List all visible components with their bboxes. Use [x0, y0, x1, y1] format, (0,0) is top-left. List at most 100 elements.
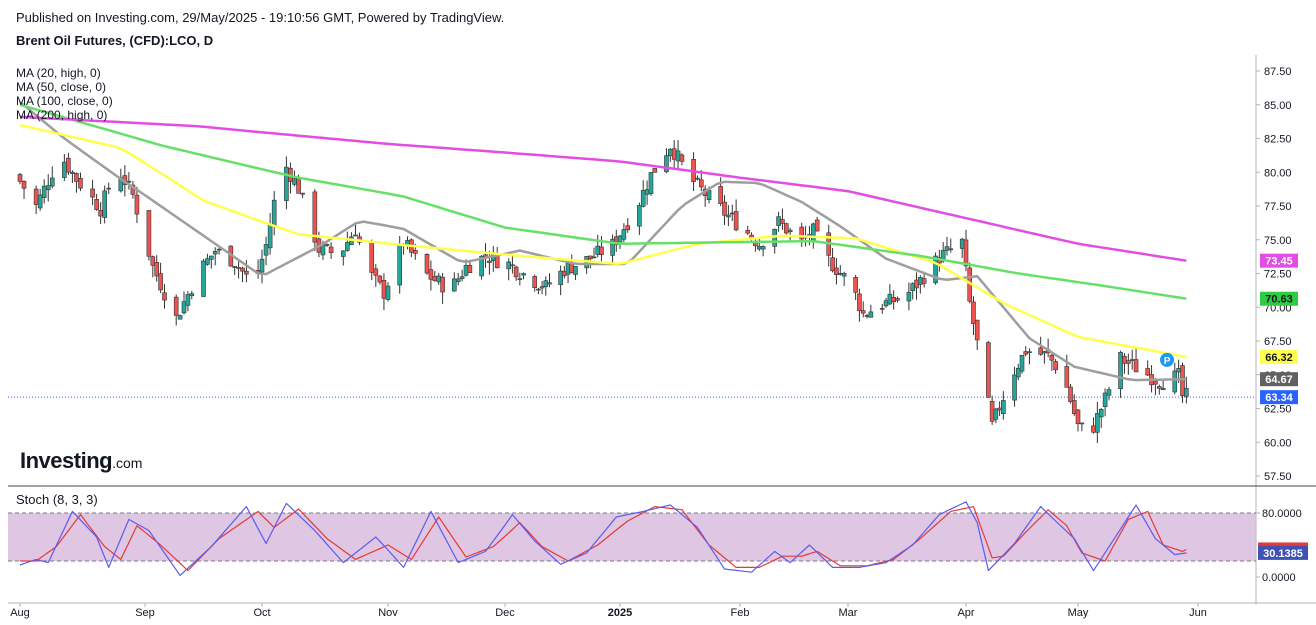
- candle-up: [177, 315, 183, 320]
- candle-down: [1156, 386, 1162, 389]
- candle-up: [726, 214, 731, 218]
- candle-up: [451, 278, 457, 292]
- candle-down: [997, 407, 1002, 411]
- candle-up: [887, 293, 893, 305]
- candle-up: [637, 205, 642, 227]
- candle-up: [944, 246, 950, 251]
- candle-up: [933, 255, 938, 284]
- published-caption: Published on Investing.com, 29/May/2025 …: [16, 10, 505, 25]
- price-value-badge: [1260, 372, 1298, 387]
- candle-down: [989, 400, 995, 422]
- price-tick-label: 75.00: [1264, 235, 1292, 247]
- candle-up: [216, 248, 222, 251]
- candle-up: [189, 293, 195, 296]
- candle-down: [599, 246, 604, 256]
- candle-down: [1180, 365, 1185, 397]
- time-tick-label: Apr: [957, 607, 974, 619]
- candle-up: [479, 255, 484, 277]
- candle-down: [312, 191, 318, 243]
- candle-up: [1019, 354, 1025, 372]
- ma-legend-item-100: MA (100, close, 0): [16, 94, 113, 108]
- candle-down: [536, 288, 541, 291]
- candle-up: [385, 285, 391, 300]
- candle-down: [860, 310, 866, 314]
- candle-down: [963, 239, 969, 267]
- candle-up: [810, 223, 816, 242]
- ma-legend-item-200: MA (200, high, 0): [16, 108, 108, 122]
- ma-legend: MA (20, high, 0) MA (50, close, 0) MA (1…: [16, 66, 113, 122]
- price-value-label: 73.45: [1265, 256, 1293, 268]
- price-value-label: 70.63: [1265, 294, 1293, 306]
- candle-down: [1079, 422, 1085, 425]
- dividend-marker-icon[interactable]: [1160, 352, 1175, 367]
- stoch-tick-label: 80.0000: [1262, 508, 1302, 520]
- candle-up: [565, 263, 571, 275]
- candle-up: [41, 185, 47, 198]
- price-value-label: 66.32: [1265, 352, 1293, 364]
- candle-up: [263, 244, 269, 256]
- candle-down: [373, 268, 379, 276]
- candle-down: [1075, 409, 1081, 425]
- price-value-badge: [1260, 253, 1298, 268]
- candle-down: [146, 210, 152, 257]
- candle-up: [1106, 389, 1112, 396]
- candle-up: [284, 166, 289, 201]
- candle-up: [292, 178, 297, 185]
- candle-up: [1172, 370, 1178, 393]
- candle-up: [640, 190, 646, 207]
- candle-down: [834, 267, 839, 276]
- candle-down: [1133, 359, 1139, 373]
- candle-down: [162, 292, 167, 301]
- candle-up: [455, 278, 461, 282]
- time-tick-label: Feb: [731, 607, 750, 619]
- candle-up: [1027, 351, 1032, 354]
- candle-down: [487, 260, 492, 263]
- candle-down: [33, 188, 39, 205]
- candle-down: [440, 276, 445, 293]
- ma-legend-item-20: MA (20, high, 0): [16, 66, 101, 80]
- candle-down: [539, 286, 545, 289]
- price-value-badge: [1260, 390, 1298, 405]
- candle-up: [209, 255, 214, 260]
- candle-up: [1098, 408, 1104, 418]
- price-tick-label: 82.50: [1264, 134, 1292, 146]
- time-tick-label: Mar: [839, 607, 858, 619]
- time-tick-label: Oct: [253, 607, 270, 619]
- candle-up: [1001, 400, 1006, 414]
- candle-down: [814, 219, 820, 232]
- candle-up: [756, 246, 762, 250]
- candle-down: [921, 278, 927, 284]
- candle-up: [610, 238, 615, 256]
- candle-up: [521, 273, 526, 276]
- candle-down: [588, 255, 593, 260]
- candle-up: [463, 265, 469, 276]
- stoch-d-line: [20, 506, 1187, 572]
- candle-up: [201, 260, 206, 297]
- candle-down: [1153, 380, 1158, 385]
- candle-down: [1023, 351, 1029, 355]
- candle-up: [271, 199, 277, 227]
- candle-up: [787, 229, 793, 233]
- price-tick-label: 67.50: [1264, 336, 1292, 348]
- time-tick-label: 2025: [608, 607, 632, 619]
- candle-up: [232, 266, 237, 268]
- candle-down: [853, 277, 858, 293]
- candle-down: [652, 168, 658, 173]
- candle-up: [948, 248, 954, 251]
- candle-down: [733, 211, 739, 231]
- candle-down: [1071, 400, 1077, 414]
- candle-up: [1015, 367, 1021, 378]
- price-tick-label: 77.50: [1264, 201, 1292, 213]
- candle-up: [397, 245, 403, 286]
- candle-down: [424, 254, 430, 274]
- candle-down: [1126, 360, 1131, 364]
- candle-up: [1042, 351, 1047, 354]
- candle-down: [106, 187, 112, 190]
- candle-down: [513, 266, 519, 278]
- candle-down: [679, 154, 685, 162]
- candle-up: [837, 272, 843, 275]
- instrument-title: Brent Oil Futures, (CFD):LCO, D: [16, 33, 214, 48]
- candle-down: [547, 282, 552, 285]
- candle-down: [244, 270, 249, 275]
